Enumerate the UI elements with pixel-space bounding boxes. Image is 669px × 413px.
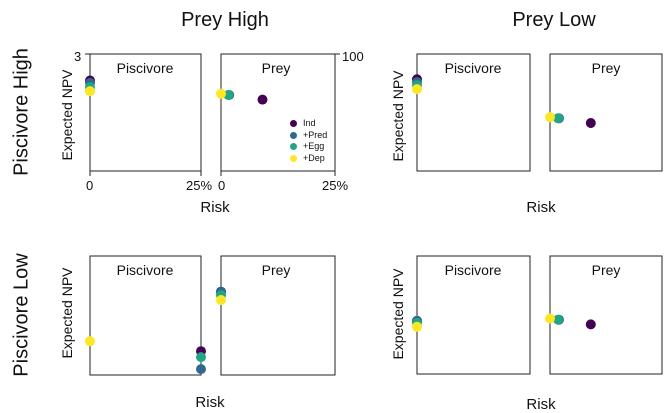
data-point-dep — [545, 112, 555, 123]
legend-swatch — [290, 154, 297, 162]
x-axis-label: Risk — [200, 199, 230, 216]
legend-label: Ind — [303, 118, 316, 128]
tick-label-prey-y-max: 100 — [342, 49, 364, 64]
data-point-dep — [216, 295, 226, 305]
tick-label-prey-x-min: 0 — [218, 178, 226, 193]
legend-swatch — [290, 143, 297, 151]
legend-label: +Dep — [303, 152, 325, 163]
panel-title-prey: Prey — [261, 60, 291, 76]
col-title-prey-high: Prey High — [181, 9, 269, 31]
legend-item: +Pred — [290, 130, 327, 142]
tick-label-pisc-y-max: 3 — [74, 49, 82, 64]
tick-label-prey-x-max: 25% — [322, 178, 349, 193]
tick-label-pisc-x-max: 25% — [186, 178, 213, 193]
x-axis-label: Risk — [526, 396, 556, 413]
panel-frame — [89, 255, 202, 376]
data-point-egg — [196, 352, 206, 363]
legend-item: +Dep — [290, 153, 327, 165]
data-point-ind — [257, 94, 268, 105]
tick-label-pisc-x-min: 0 — [86, 178, 94, 193]
panel-title-piscivore: Piscivore — [116, 60, 174, 76]
panel-frame — [416, 53, 531, 172]
panel-title-piscivore: Piscivore — [116, 262, 174, 278]
data-point-ind — [585, 319, 596, 330]
panel-frame — [220, 53, 336, 172]
panel-frame — [549, 255, 663, 375]
legend-item: +Egg — [290, 141, 327, 153]
legend-label: +Pred — [303, 129, 328, 140]
legend-swatch — [290, 131, 297, 139]
data-point-ind — [585, 118, 596, 128]
panel-title-prey: Prey — [591, 60, 621, 76]
panel-title-piscivore: Piscivore — [444, 60, 502, 76]
data-point-dep — [412, 321, 422, 332]
data-point-dep — [85, 336, 95, 347]
legend-swatch — [290, 120, 297, 128]
col-title-prey-low: Prey Low — [512, 9, 596, 31]
data-point-dep — [85, 86, 95, 97]
panel-title-piscivore: Piscivore — [444, 262, 502, 278]
legend-item: Ind — [290, 118, 327, 130]
data-point-dep — [545, 313, 555, 324]
data-point-egg — [553, 113, 564, 124]
panel-frame — [89, 53, 202, 172]
panel-frame — [549, 53, 663, 172]
panel-frame — [220, 255, 336, 376]
data-point-dep — [412, 84, 422, 95]
data-point-pred — [196, 364, 206, 375]
legend-label: +Egg — [303, 141, 325, 151]
panel-title-prey: Prey — [591, 262, 621, 278]
data-point-egg — [553, 314, 564, 325]
legend: Ind +Pred +Egg +Dep — [290, 118, 327, 164]
x-axis-label: Risk — [526, 199, 556, 216]
panel-title-prey: Prey — [261, 262, 291, 278]
panel-frame — [416, 255, 531, 375]
data-point-dep — [216, 88, 226, 99]
x-axis-label: Risk — [195, 394, 225, 411]
